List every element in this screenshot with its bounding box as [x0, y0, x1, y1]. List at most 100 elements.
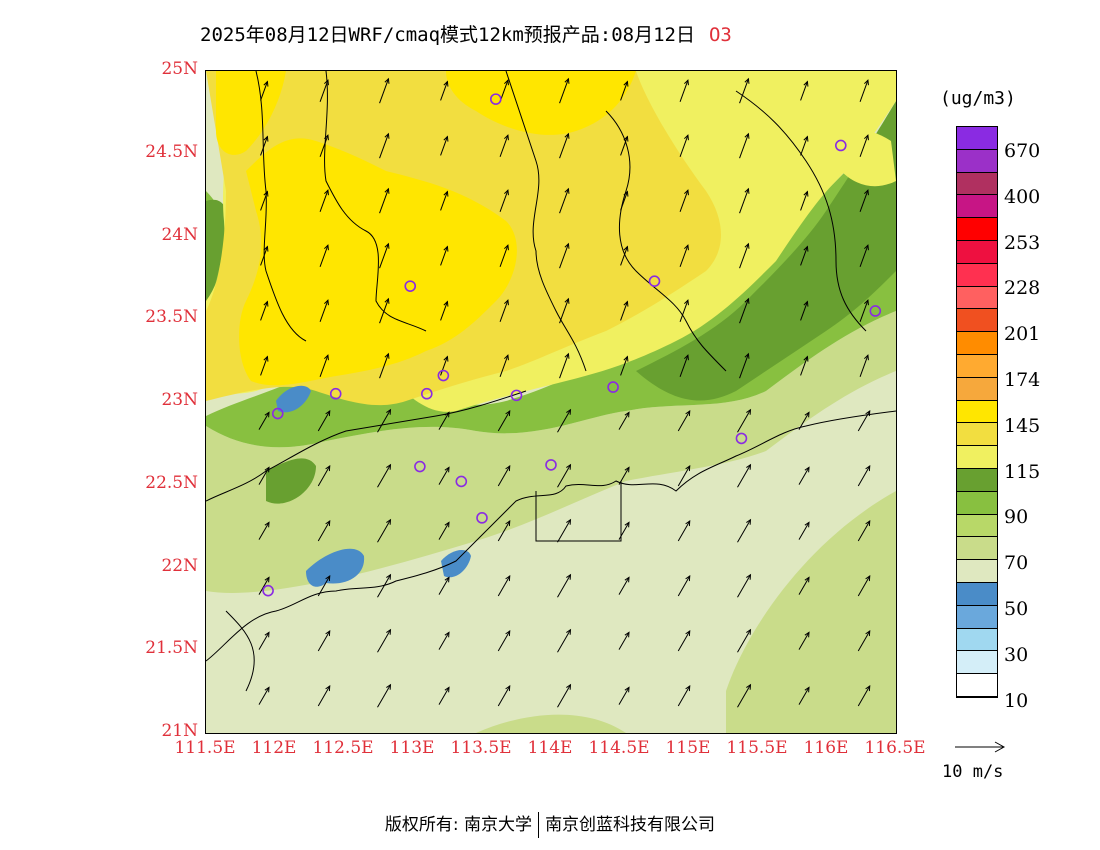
- wind-arrow-head: [624, 411, 630, 418]
- wind-arrow-shaft: [317, 575, 331, 597]
- wind-arrow-shaft: [679, 245, 689, 267]
- legend-label: 70: [1004, 552, 1029, 575]
- wind-arrow-shaft: [377, 684, 391, 708]
- wind-arrow-head: [865, 630, 871, 637]
- wind-arrow-shaft: [440, 246, 448, 266]
- wind-arrow-shaft: [377, 574, 391, 598]
- wind-arrow-head: [744, 242, 750, 249]
- wind-arrow-head: [505, 685, 511, 692]
- wind-arrow-head: [865, 465, 871, 472]
- wind-arrow-shaft: [618, 632, 630, 650]
- wind-arrow-head: [804, 576, 810, 583]
- wind-arrow-shaft: [739, 78, 749, 104]
- wind-arrow-shaft: [258, 412, 270, 430]
- y-tick-label: 22.5N: [145, 472, 198, 493]
- station-marker: [414, 460, 426, 473]
- field-40-b: [306, 548, 365, 587]
- legend-label: 90: [1004, 506, 1029, 529]
- x-tick-label: 113.5E: [450, 738, 512, 758]
- wind-arrow-shaft: [800, 191, 808, 211]
- station-marker: [834, 139, 847, 152]
- wind-arrow-head: [324, 244, 329, 251]
- wind-arrow-head: [744, 297, 750, 304]
- wind-arrow-shaft: [739, 133, 749, 159]
- wind-arrow-head: [264, 576, 270, 583]
- station-marker: [455, 475, 468, 488]
- wind-arrow-shaft: [377, 409, 391, 433]
- legend-swatch: [957, 354, 997, 378]
- wind-arrow-shaft: [497, 410, 511, 432]
- wind-arrow-shaft: [497, 685, 511, 707]
- wind-arrow-head: [264, 411, 270, 418]
- wind-arrow-shaft: [859, 355, 869, 377]
- wind-arrow-shaft: [859, 300, 869, 322]
- wind-arrow-shaft: [557, 409, 571, 433]
- wind-arrow-shaft: [319, 245, 329, 267]
- legend-label: 115: [1004, 460, 1041, 483]
- wind-arrow-head: [623, 300, 629, 307]
- wind-arrow-shaft: [679, 300, 689, 322]
- wind-arrow-shaft: [317, 410, 331, 432]
- wind-arrow-head: [864, 244, 869, 251]
- wind-arrow-shaft: [497, 520, 511, 542]
- wind-arrow-head: [325, 410, 331, 417]
- wind-arrow-head: [566, 573, 572, 580]
- legend-swatch: [957, 149, 997, 173]
- legend-label: 201: [1004, 323, 1041, 346]
- wind-arrow-shaft: [258, 632, 270, 650]
- wind-arrow-head: [444, 631, 450, 638]
- wind-arrow-shaft: [438, 577, 450, 595]
- legend-label: 670: [1004, 140, 1041, 162]
- wind-arrow-head: [685, 575, 691, 582]
- wind-arrow-shaft: [438, 687, 450, 705]
- wind-arrow-shaft: [737, 464, 751, 488]
- wind-arrow-shaft: [620, 136, 628, 156]
- legend-swatch: [957, 514, 997, 538]
- legend-swatch: [957, 651, 997, 675]
- wind-arrow-head: [443, 190, 449, 197]
- legend-swatch: [957, 172, 997, 196]
- x-tick-label: 114.5E: [588, 738, 650, 758]
- wind-arrow-shaft: [618, 687, 630, 705]
- wind-arrow-shaft: [800, 136, 808, 156]
- wind-arrow-shaft: [497, 465, 511, 487]
- wind-arrow-shaft: [440, 356, 448, 376]
- wind-arrow-shaft: [618, 412, 630, 430]
- wind-arrow-head: [324, 354, 329, 361]
- wind-arrow-shaft: [379, 188, 389, 214]
- wind-arrow-head: [566, 628, 572, 635]
- wind-arrow-shaft: [800, 246, 808, 266]
- wind-arrow-head: [684, 299, 689, 306]
- field-145-nw: [216, 71, 286, 155]
- legend-swatch: [957, 605, 997, 629]
- wind-arrow-head: [264, 521, 270, 528]
- wind-arrow-shaft: [557, 684, 571, 708]
- station-marker: [869, 305, 882, 317]
- x-tick-label: 115.5E: [726, 738, 788, 758]
- wind-arrow-shaft: [379, 133, 389, 159]
- footer-right: 南京创蓝科技有限公司: [545, 815, 716, 835]
- wind-arrow-shaft: [618, 467, 630, 485]
- x-tick-label: 114E: [527, 738, 573, 758]
- legend-swatch: [957, 537, 997, 561]
- wind-arrow-head: [384, 77, 390, 84]
- wind-arrow-head: [564, 352, 570, 359]
- wind-arrow-shaft: [859, 80, 869, 102]
- y-tick-label: 25N: [161, 59, 198, 79]
- wind-arrow-head: [746, 683, 752, 690]
- wind-arrow-head: [325, 575, 331, 582]
- wind-arrow-head: [324, 79, 329, 86]
- boundaries: [206, 71, 896, 692]
- wind-arrow-shaft: [438, 412, 450, 430]
- x-tick-label: 113E: [389, 738, 435, 758]
- wind-vectors: [258, 77, 871, 708]
- legend-label: 50: [1004, 598, 1029, 620]
- wind-arrow-head: [504, 299, 509, 306]
- field-145-north: [446, 71, 636, 135]
- wind-arrow-shaft: [317, 520, 331, 542]
- wind-arrow-head: [444, 411, 450, 418]
- y-tick-label: 23N: [161, 390, 198, 410]
- x-tick-label: 115E: [665, 738, 711, 758]
- wind-arrow-head: [684, 354, 689, 361]
- wind-arrow-head: [803, 80, 809, 87]
